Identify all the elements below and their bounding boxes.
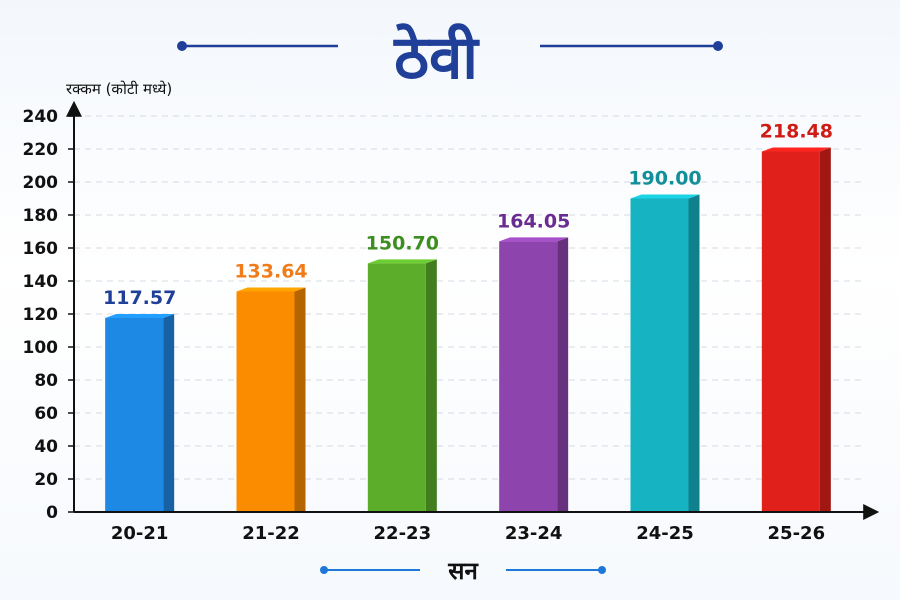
- y-tick-label: 100: [23, 338, 59, 358]
- bar-24-25: [630, 194, 700, 512]
- y-tick-label: 40: [34, 437, 58, 457]
- y-tick-label: 60: [34, 404, 58, 424]
- title-rule-right-dot: [713, 41, 723, 51]
- x-tick-label: 21-22: [242, 523, 300, 544]
- x-tick-label: 22-23: [374, 523, 432, 544]
- bar-25-26: [761, 147, 831, 512]
- bar-side: [163, 314, 175, 512]
- xlabel-rule-right-dot: [598, 566, 606, 574]
- data-label: 117.57: [103, 287, 176, 309]
- data-label: 150.70: [366, 232, 439, 254]
- bars: [105, 147, 831, 512]
- y-tick-label: 180: [23, 206, 59, 226]
- y-tick-label: 220: [23, 140, 59, 160]
- bar-front: [761, 151, 820, 512]
- bar-front: [499, 241, 558, 512]
- bar-side: [688, 194, 700, 512]
- data-label: 164.05: [497, 210, 570, 232]
- bar-top: [499, 237, 569, 242]
- bar-front: [367, 263, 426, 512]
- data-label: 190.00: [628, 168, 701, 190]
- x-tick-label: 24-25: [636, 523, 694, 544]
- bar-22-23: [367, 259, 437, 512]
- bar-side: [557, 237, 569, 512]
- y-tick-label: 140: [23, 272, 59, 292]
- bar-front: [630, 198, 689, 512]
- bar-side: [425, 259, 437, 512]
- y-tick-label: 200: [23, 173, 59, 193]
- title-rule-left-dot: [177, 41, 187, 51]
- y-tick-labels: 0 20 40 60 80 100 120 140 160 180 200 220 240: [23, 107, 74, 523]
- y-axis-label: रक्कम (कोटी मध्ये): [66, 80, 172, 98]
- bar-top: [630, 194, 700, 199]
- bar-top: [367, 259, 437, 264]
- x-tick-label: 25-26: [768, 523, 826, 544]
- bar-21-22: [236, 287, 306, 512]
- y-tick-label: 160: [23, 239, 59, 259]
- bar-top: [761, 147, 831, 152]
- y-tick-label: 0: [46, 503, 58, 523]
- bar-top: [105, 314, 175, 319]
- xlabel-rule-left-dot: [320, 566, 328, 574]
- y-tick-label: 240: [23, 107, 59, 127]
- bar-20-21: [105, 314, 175, 512]
- x-axis-label: सन: [447, 557, 479, 585]
- bar-front: [105, 318, 164, 512]
- x-tick-labels: 20-21 21-22 22-23 23-24 24-25 25-26: [111, 523, 825, 544]
- data-label: 218.48: [760, 121, 833, 143]
- x-tick-label: 23-24: [505, 523, 563, 544]
- data-label: 133.64: [234, 260, 307, 282]
- chart-title: ठेवी: [393, 23, 480, 93]
- data-labels: 117.57 133.64 150.70 164.05 190.00 218.48: [103, 121, 833, 310]
- y-tick-label: 120: [23, 305, 59, 325]
- bar-top: [236, 287, 306, 292]
- y-tick-label: 20: [34, 470, 58, 490]
- bar-front: [236, 291, 295, 512]
- bar-side: [294, 287, 306, 512]
- grid-lines: [74, 115, 862, 480]
- bar-side: [819, 147, 831, 512]
- x-tick-label: 20-21: [111, 523, 169, 544]
- y-tick-label: 80: [34, 371, 58, 391]
- bar-23-24: [499, 237, 569, 512]
